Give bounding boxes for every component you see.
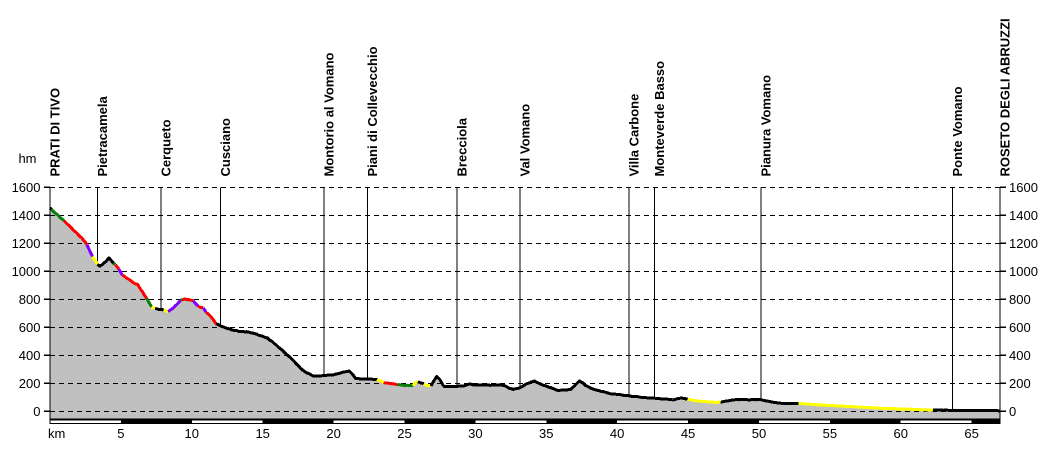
x-tick-label: 30 [468,426,482,441]
profile-segment-red [62,219,89,246]
y-tick-label-left: 600 [19,320,41,335]
y-tick-label-right: 1400 [1009,208,1038,223]
station-label: Ponte Vomano [950,86,965,176]
x-axis-unit-label: km [48,426,65,441]
distance-bar-block [404,419,476,424]
station-label: Cusciano [218,118,233,177]
distance-bar-block [262,419,334,424]
profile-segment-black [719,398,800,406]
station-label: Pianura Vomano [759,75,774,177]
y-axis-unit-label: hm [18,151,36,166]
profile-segment-black [215,322,379,381]
profile-segment-green [50,208,66,222]
profile-segment-green [397,382,414,388]
station-label: Piani di Collevecchio [365,46,380,176]
profile-segment-black [429,375,688,402]
x-tick-label: 50 [752,426,766,441]
x-tick-label: 45 [681,426,695,441]
x-tick-label: 65 [964,426,978,441]
profile-segment-black [417,380,425,386]
profile-segment-black [96,256,115,268]
distance-bar-block [971,419,1000,424]
x-tick-label: 15 [255,426,269,441]
y-tick-label-right: 1600 [1009,180,1038,195]
y-tick-label-left: 1000 [12,264,41,279]
station-label: Cerqueto [158,119,173,176]
y-tick-label-right: 800 [1009,292,1031,307]
profile-segment-red [114,263,121,270]
profile-segment-red [121,273,148,300]
profile-segment-yellow [163,308,169,314]
profile-segment-yellow [150,305,157,310]
y-tick-label-right: 600 [1009,320,1031,335]
x-tick-label: 35 [539,426,553,441]
y-tick-label-right: 400 [1009,348,1031,363]
y-tick-label-right: 0 [1009,404,1016,419]
distance-bar-block [829,419,901,424]
y-tick-label-left: 1600 [12,180,41,195]
profile-segment-yellow [376,378,385,384]
distance-bar-block [546,419,618,424]
profile-segment-purple [201,306,208,314]
station-label: Monteverde Basso [652,61,667,177]
station-label: ROSETO DEGLI ABRUZZI [998,18,1013,176]
profile-segment-red [181,297,195,303]
profile-area-fill [50,207,1000,420]
profile-segment-green [112,262,117,266]
distance-bar-block [688,419,759,424]
profile-segment-black [931,408,1001,413]
station-label: Montorio al Vomano [322,52,337,176]
profile-segment-black [154,307,165,312]
profile-segment-yellow [91,255,99,265]
station-label: Val Vomano [518,104,533,177]
distance-bar-block [120,419,192,424]
profile-segment-yellow [686,397,721,405]
x-tick-label: 20 [326,426,340,441]
profile-segment-red [382,381,399,387]
x-tick-label: 10 [185,426,199,441]
y-tick-label-left: 200 [19,376,41,391]
profile-segment-yellow [411,380,420,387]
y-tick-label-right: 1200 [1009,236,1038,251]
station-label: Villa Carbone [626,94,641,177]
station-label: Pietracamela [95,96,110,177]
y-tick-label-left: 800 [19,292,41,307]
profile-segment-purple [85,244,94,258]
x-tick-label: 60 [894,426,908,441]
x-tick-label: 25 [397,426,411,441]
station-label: Brecciola [455,117,470,176]
x-tick-label: 40 [610,426,624,441]
x-tick-label: 55 [823,426,837,441]
profile-segment-green [180,298,184,302]
profile-segment-purple [117,268,124,276]
profile-segment-red [197,304,204,310]
station-label: PRATI DI TIVO [48,88,63,177]
y-tick-label-left: 0 [33,404,40,419]
x-tick-label: 5 [117,426,124,441]
profile-segment-purple [167,299,182,313]
y-tick-label-left: 1200 [12,236,41,251]
profile-segment-green [145,297,153,308]
profile-segment-red [205,311,218,326]
y-tick-label-right: 1000 [1009,264,1038,279]
y-tick-label-left: 1400 [12,208,41,223]
profile-segment-yellow [423,382,432,388]
profile-segment-yellow [798,402,933,412]
y-tick-label-left: 400 [19,348,41,363]
y-tick-label-right: 200 [1009,376,1031,391]
profile-segment-purple [192,299,200,308]
